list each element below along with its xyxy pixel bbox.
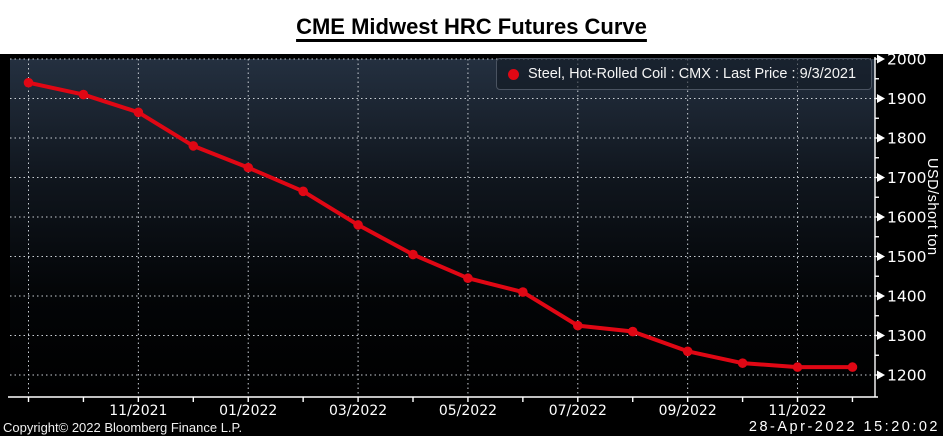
y-tick-label: 1200 — [887, 367, 926, 385]
y-tick-arrow-icon — [877, 252, 885, 261]
data-point — [243, 162, 254, 173]
y-tick-arrow-icon — [877, 370, 885, 380]
y-tick-label: 1300 — [887, 327, 926, 345]
x-tick-label: 07/2022 — [549, 403, 607, 419]
data-point — [353, 220, 363, 230]
x-tick-label: 11/2021 — [109, 403, 167, 419]
x-tick-label: 01/2022 — [219, 403, 277, 419]
y-tick-label: 1800 — [887, 130, 926, 148]
y-tick-arrow-icon — [877, 212, 885, 222]
footer-bar: Copyright© 2022 Bloomberg Finance L.P. 2… — [0, 418, 943, 436]
y-tick-arrow-icon — [877, 54, 885, 64]
y-tick-arrow-icon — [877, 94, 885, 103]
y-tick-label: 1900 — [887, 90, 926, 108]
data-point — [188, 141, 199, 151]
data-point — [847, 362, 858, 372]
y-tick-label: 1700 — [887, 169, 926, 187]
timestamp-text: 28-Apr-2022 15:20:02 — [748, 419, 940, 435]
data-point — [573, 320, 583, 331]
y-tick-label: 1400 — [887, 288, 926, 306]
y-tick-arrow-icon — [877, 133, 885, 143]
data-point — [682, 346, 693, 357]
plot-background — [10, 59, 875, 397]
legend-marker-icon — [508, 68, 519, 80]
data-point — [408, 249, 418, 260]
data-point — [133, 107, 144, 118]
copyright-text: Copyright© 2022 Bloomberg Finance L.P. — [3, 419, 243, 435]
data-point — [737, 358, 748, 368]
data-point — [627, 326, 638, 337]
data-point — [518, 287, 528, 297]
y-axis-title: USD/short ton — [924, 158, 940, 256]
x-tick-label: 05/2022 — [439, 403, 497, 419]
futures-curve-chart: 11/2021 01/2022 03/2022 05/2022 07/2022 09/20… — [8, 54, 926, 419]
data-point — [78, 89, 89, 100]
data-point — [298, 186, 308, 197]
legend-label: Steel, Hot-Rolled Coil : CMX : Last Pric… — [528, 66, 857, 82]
x-tick-label: 11/2022 — [768, 403, 826, 419]
y-tick-label: 1600 — [887, 209, 926, 227]
price-line — [26, 80, 855, 370]
data-point — [792, 362, 803, 372]
y-tick-arrow-icon — [877, 331, 885, 340]
x-tick-label: 03/2022 — [329, 403, 387, 419]
y-tick-label: 2000 — [887, 54, 926, 69]
title-bar: CME Midwest HRC Futures Curve — [0, 0, 943, 54]
chart-panel: 11/2021 01/2022 03/2022 05/2022 07/2022 09/20… — [0, 54, 943, 436]
x-tick-label: 09/2022 — [659, 403, 717, 419]
data-point — [463, 273, 473, 284]
y-tick-arrow-icon — [877, 291, 885, 301]
legend: Steel, Hot-Rolled Coil : CMX : Last Pric… — [496, 58, 872, 90]
y-tick-arrow-icon — [877, 173, 885, 182]
y-tick-label: 1500 — [887, 248, 926, 266]
data-point — [23, 77, 34, 88]
page-title: CME Midwest HRC Futures Curve — [296, 14, 647, 39]
